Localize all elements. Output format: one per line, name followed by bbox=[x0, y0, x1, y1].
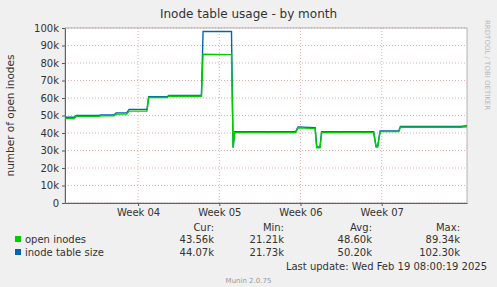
y-axis-title: number of open inodes bbox=[4, 55, 16, 177]
grid-line bbox=[65, 168, 467, 169]
series-line bbox=[65, 54, 467, 148]
tick-label: 100k bbox=[34, 23, 59, 34]
legend-stat: 102.30k bbox=[419, 247, 460, 258]
tick-mark bbox=[62, 116, 65, 117]
legend-label: inode table size bbox=[25, 247, 104, 258]
tick-mark bbox=[382, 203, 383, 206]
tick: 40k bbox=[40, 128, 65, 139]
y-axis: 0 10k 20k 30k 40k 50k 60k 70k 80k 90k 100k bbox=[34, 23, 65, 209]
legend-stat: 21.73k bbox=[250, 247, 285, 258]
tick-label: Week 07 bbox=[361, 207, 404, 218]
tick: 90k bbox=[40, 40, 65, 51]
tick: 0 bbox=[53, 198, 65, 209]
tick-mark bbox=[138, 203, 139, 206]
tick: Week 04 bbox=[117, 203, 160, 218]
tick-mark bbox=[62, 203, 65, 204]
tick-mark bbox=[62, 28, 65, 29]
grid-line bbox=[65, 45, 467, 46]
title: Inode table usage - by month bbox=[160, 7, 337, 21]
tick-label: 30k bbox=[40, 145, 59, 156]
legend-header: Cur: bbox=[193, 222, 214, 233]
grid-line bbox=[138, 28, 139, 203]
tick-mark bbox=[62, 133, 65, 134]
legend-header: Avg: bbox=[350, 222, 372, 233]
tick-label: 20k bbox=[40, 163, 59, 174]
tick: 20k bbox=[40, 163, 65, 174]
watermark: RRDTOOL / TOBI OETIKER bbox=[483, 20, 491, 110]
legend-stat: 89.34k bbox=[426, 234, 461, 245]
tick: 70k bbox=[40, 75, 65, 86]
tick-label: 70k bbox=[40, 75, 59, 86]
legend: Cur: Min: Avg: Max: open inodes 43.56k 21.21k 4… bbox=[15, 222, 460, 258]
legend-stat: 50.20k bbox=[338, 247, 373, 258]
tick-label: 80k bbox=[40, 58, 59, 69]
chart: 010k20k30k40k50k60k70k80k90k100kWeek 04W… bbox=[0, 0, 497, 287]
tick-label: 40k bbox=[40, 128, 59, 139]
tick: 100k bbox=[34, 23, 65, 34]
tick-label: 10k bbox=[40, 180, 59, 191]
tick-mark bbox=[62, 186, 65, 187]
tick-mark bbox=[219, 203, 220, 206]
grid-line bbox=[381, 28, 382, 203]
legend-label: open inodes bbox=[25, 234, 86, 245]
series-group bbox=[65, 32, 467, 148]
tick: Week 07 bbox=[361, 203, 404, 218]
grid-line bbox=[65, 185, 467, 186]
grid-line bbox=[65, 115, 467, 116]
last-update: Last update: Wed Feb 19 08:00:19 2025 bbox=[286, 261, 487, 272]
grid-line bbox=[300, 28, 301, 203]
generator: Munin 2.0.75 bbox=[226, 277, 272, 285]
tick-label: 90k bbox=[40, 40, 59, 51]
tick: Week 06 bbox=[279, 203, 322, 218]
legend-swatch bbox=[15, 249, 21, 255]
tick-mark bbox=[62, 46, 65, 47]
legend-stat: 21.21k bbox=[250, 234, 285, 245]
tick-label: Week 05 bbox=[198, 207, 241, 218]
legend-stat: 48.60k bbox=[338, 234, 373, 245]
tick: 80k bbox=[40, 58, 65, 69]
tick-mark bbox=[62, 168, 65, 169]
legend-header: Min: bbox=[263, 222, 284, 233]
plot-area bbox=[65, 28, 467, 203]
plot-frame bbox=[65, 28, 467, 203]
tick-mark bbox=[62, 81, 65, 82]
series-line bbox=[65, 32, 467, 148]
tick-mark bbox=[62, 151, 65, 152]
legend-stat: 43.56k bbox=[180, 234, 215, 245]
grid-line bbox=[65, 98, 467, 99]
tick: 50k bbox=[40, 110, 65, 121]
tick-label: Week 04 bbox=[117, 207, 160, 218]
tick-label: 0 bbox=[53, 198, 59, 209]
legend-swatch bbox=[15, 236, 21, 242]
grid-line bbox=[65, 80, 467, 81]
background bbox=[0, 0, 497, 287]
tick-mark bbox=[62, 63, 65, 64]
legend-stat: 44.07k bbox=[180, 247, 215, 258]
tick: 60k bbox=[40, 93, 65, 104]
grid bbox=[65, 28, 467, 203]
x-axis: Week 04 Week 05 Week 06 Week 07 bbox=[66, 203, 468, 218]
tick-label: Week 06 bbox=[279, 207, 322, 218]
legend-header: Max: bbox=[436, 222, 460, 233]
grid-line bbox=[65, 63, 467, 64]
tick: 10k bbox=[40, 180, 65, 191]
tick-label: 60k bbox=[40, 93, 59, 104]
tick-mark bbox=[62, 98, 65, 99]
tick: 30k bbox=[40, 145, 65, 156]
tick: Week 05 bbox=[198, 203, 241, 218]
tick-mark bbox=[301, 203, 302, 206]
tick-label: 50k bbox=[40, 110, 59, 121]
grid-line bbox=[65, 150, 467, 151]
